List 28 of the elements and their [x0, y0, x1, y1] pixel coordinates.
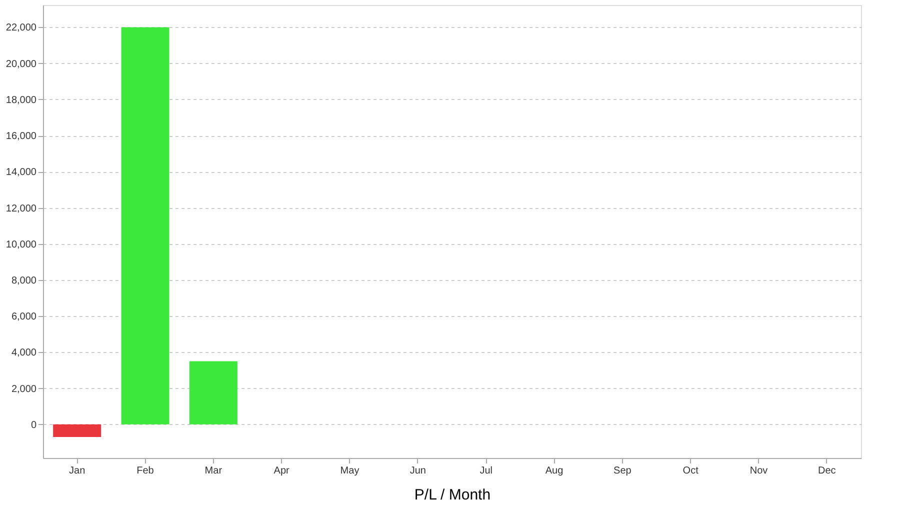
- x-tick-label: May: [340, 466, 360, 476]
- y-tick-label: 6,000: [11, 312, 37, 323]
- y-tick-label: 14,000: [6, 167, 37, 178]
- y-tick-label: 18,000: [6, 94, 37, 106]
- x-axis-title: P/L / Month: [414, 486, 491, 504]
- y-tick-label: 22,000: [6, 22, 37, 34]
- x-tick-label: Oct: [682, 466, 699, 476]
- x-tick-label: Apr: [274, 466, 290, 476]
- y-tick-label: 2,000: [11, 384, 37, 395]
- y-tick-label: 12,000: [6, 203, 37, 214]
- y-tick-label: 20,000: [6, 58, 37, 70]
- bar: [53, 424, 102, 438]
- x-tick-label: Jul: [480, 466, 492, 476]
- x-tick-label: Sep: [614, 466, 632, 476]
- x-tick-label: Jun: [410, 466, 426, 476]
- x-tick-label: Aug: [545, 466, 564, 476]
- y-tick-label: 10,000: [6, 239, 37, 250]
- x-tick-label: Jan: [69, 466, 86, 476]
- y-tick-label: 0: [30, 420, 37, 431]
- y-tick-label: 8,000: [11, 275, 37, 286]
- bar: [121, 27, 170, 424]
- bar: [189, 361, 238, 424]
- x-tick-label: Feb: [136, 466, 154, 476]
- x-tick-label: Mar: [204, 466, 223, 476]
- y-tick-label: 16,000: [6, 131, 37, 142]
- x-tick-label: Dec: [818, 466, 836, 476]
- x-tick-label: Nov: [750, 466, 768, 476]
- y-tick-label: 4,000: [11, 348, 37, 359]
